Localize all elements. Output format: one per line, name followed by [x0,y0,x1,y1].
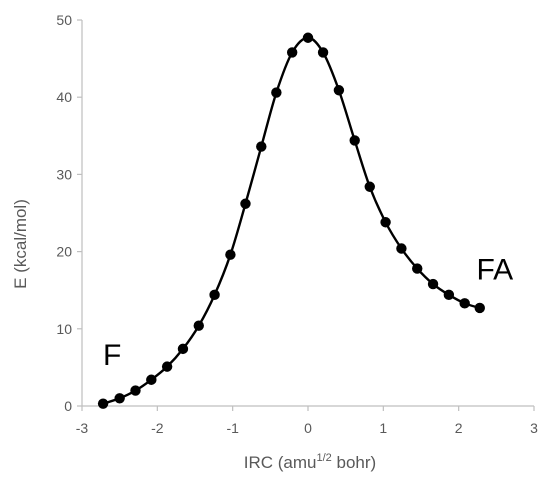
data-point [396,243,407,254]
y-tick-label: 10 [56,321,72,337]
data-point [271,87,282,98]
data-point [256,141,267,152]
data-point [225,249,236,260]
y-axis-label: E (kcal/mol) [11,199,30,289]
data-point [209,289,220,301]
data-point [333,85,345,96]
x-axis-label: IRC (amu1/2 bohr) [244,452,376,472]
series-curve [102,36,481,405]
y-tick-label: 30 [56,166,72,182]
data-point [380,217,391,228]
y-tick-label: 50 [56,12,72,28]
y-tick-label: 0 [64,398,72,414]
x-tick-labels: -3 -2 -1 0 1 2 3 [76,406,538,436]
annotations: F FA [103,253,513,372]
data-point [177,343,189,355]
x-tick-label: -1 [226,420,239,436]
data-point [459,298,470,309]
x-tick-label: -2 [151,420,164,436]
y-tick-label: 20 [56,244,72,260]
x-tick-label: 1 [379,420,387,436]
x-axis-label-post: bohr) [332,453,376,472]
data-point [443,289,455,301]
data-point [114,393,125,404]
axes [81,20,534,407]
annotation-label: FA [476,253,513,286]
data-point [364,181,375,192]
data-point [412,263,423,274]
x-tick-label: 0 [304,420,312,436]
x-tick-label: 3 [530,420,538,436]
x-axis-label-sup: 1/2 [317,452,332,464]
annotation-label: F [103,339,121,372]
x-tick-label: -3 [76,420,89,436]
data-point [427,278,439,290]
data-point [97,398,109,409]
data-points [97,32,485,409]
data-point [193,320,204,331]
data-point [161,361,173,372]
y-tick-labels: 0 10 20 30 40 50 [56,12,82,414]
data-point [240,198,251,209]
x-tick-label: 2 [455,420,463,436]
data-point [302,32,314,43]
data-point [474,302,485,314]
y-tick-label: 40 [56,89,72,105]
x-axis-label-pre: IRC (amu [244,453,317,472]
data-point [130,385,141,396]
data-point [349,135,360,146]
data-point [317,47,329,58]
data-point [146,374,157,385]
data-point [286,47,298,58]
